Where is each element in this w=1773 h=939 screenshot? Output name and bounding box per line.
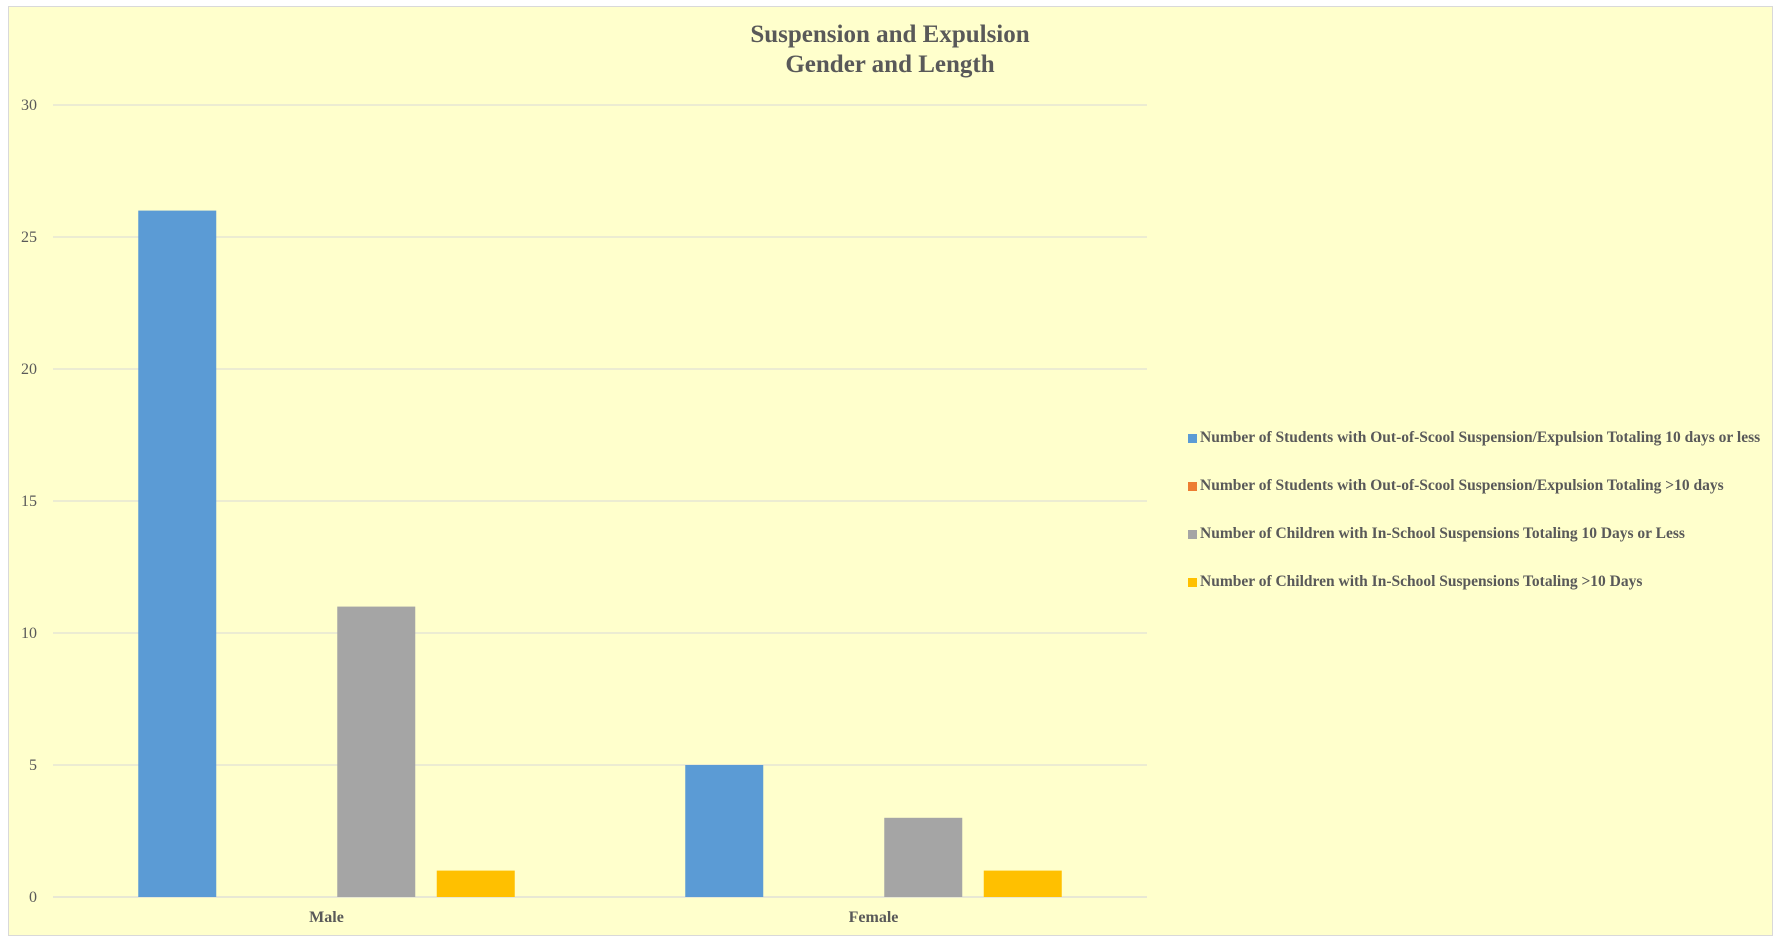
legend-swatch (1188, 434, 1197, 443)
y-tick-label: 0 (29, 889, 37, 906)
chart-area: Suspension and Expulsion Gender and Leng… (8, 6, 1773, 936)
bar-male-series-4 (436, 870, 515, 897)
legend-item: Number of Children with In-School Suspen… (1188, 524, 1773, 543)
y-tick-label: 30 (21, 97, 37, 114)
x-category-label-female: Female (849, 909, 899, 926)
legend-item: Number of Students with Out-of-Scool Sus… (1188, 428, 1773, 447)
bar-female-series-1 (685, 765, 764, 897)
legend-swatch (1188, 482, 1197, 491)
bar-female-series-3 (884, 817, 963, 897)
y-tick-label: 20 (21, 361, 37, 378)
chart-title: Suspension and Expulsion Gender and Leng… (750, 21, 1029, 78)
legend-item: Number of Students with Out-of-Scool Sus… (1188, 476, 1773, 495)
x-category-label-male: Male (309, 909, 344, 926)
y-tick-label: 10 (21, 625, 37, 642)
legend-label: Number of Children with In-School Suspen… (1200, 525, 1685, 542)
legend-swatch (1188, 530, 1197, 539)
bar-male-series-1 (138, 210, 217, 898)
y-axis-tick-labels: 0 5 10 15 20 25 30 (21, 97, 37, 906)
bar-female-series-4 (983, 870, 1062, 897)
legend-swatch (1188, 578, 1197, 587)
chart-title-line-1: Suspension and Expulsion (750, 21, 1029, 48)
legend-item: Number of Children with In-School Suspen… (1188, 572, 1773, 591)
bar-chart: Suspension and Expulsion Gender and Leng… (21, 21, 1147, 926)
gridlines (53, 104, 1147, 898)
x-axis-category-labels: Male Female (309, 909, 898, 926)
bars (138, 210, 1062, 898)
bar-male-series-3 (337, 606, 416, 897)
y-tick-label: 15 (21, 493, 37, 510)
y-tick-label: 25 (21, 229, 37, 246)
chart-title-line-2: Gender and Length (785, 51, 994, 78)
legend-label: Number of Children with In-School Suspen… (1200, 573, 1643, 590)
legend-label: Number of Students with Out-of-Scool Sus… (1200, 429, 1761, 446)
legend-label: Number of Students with Out-of-Scool Sus… (1200, 477, 1724, 494)
y-tick-label: 5 (29, 757, 37, 774)
